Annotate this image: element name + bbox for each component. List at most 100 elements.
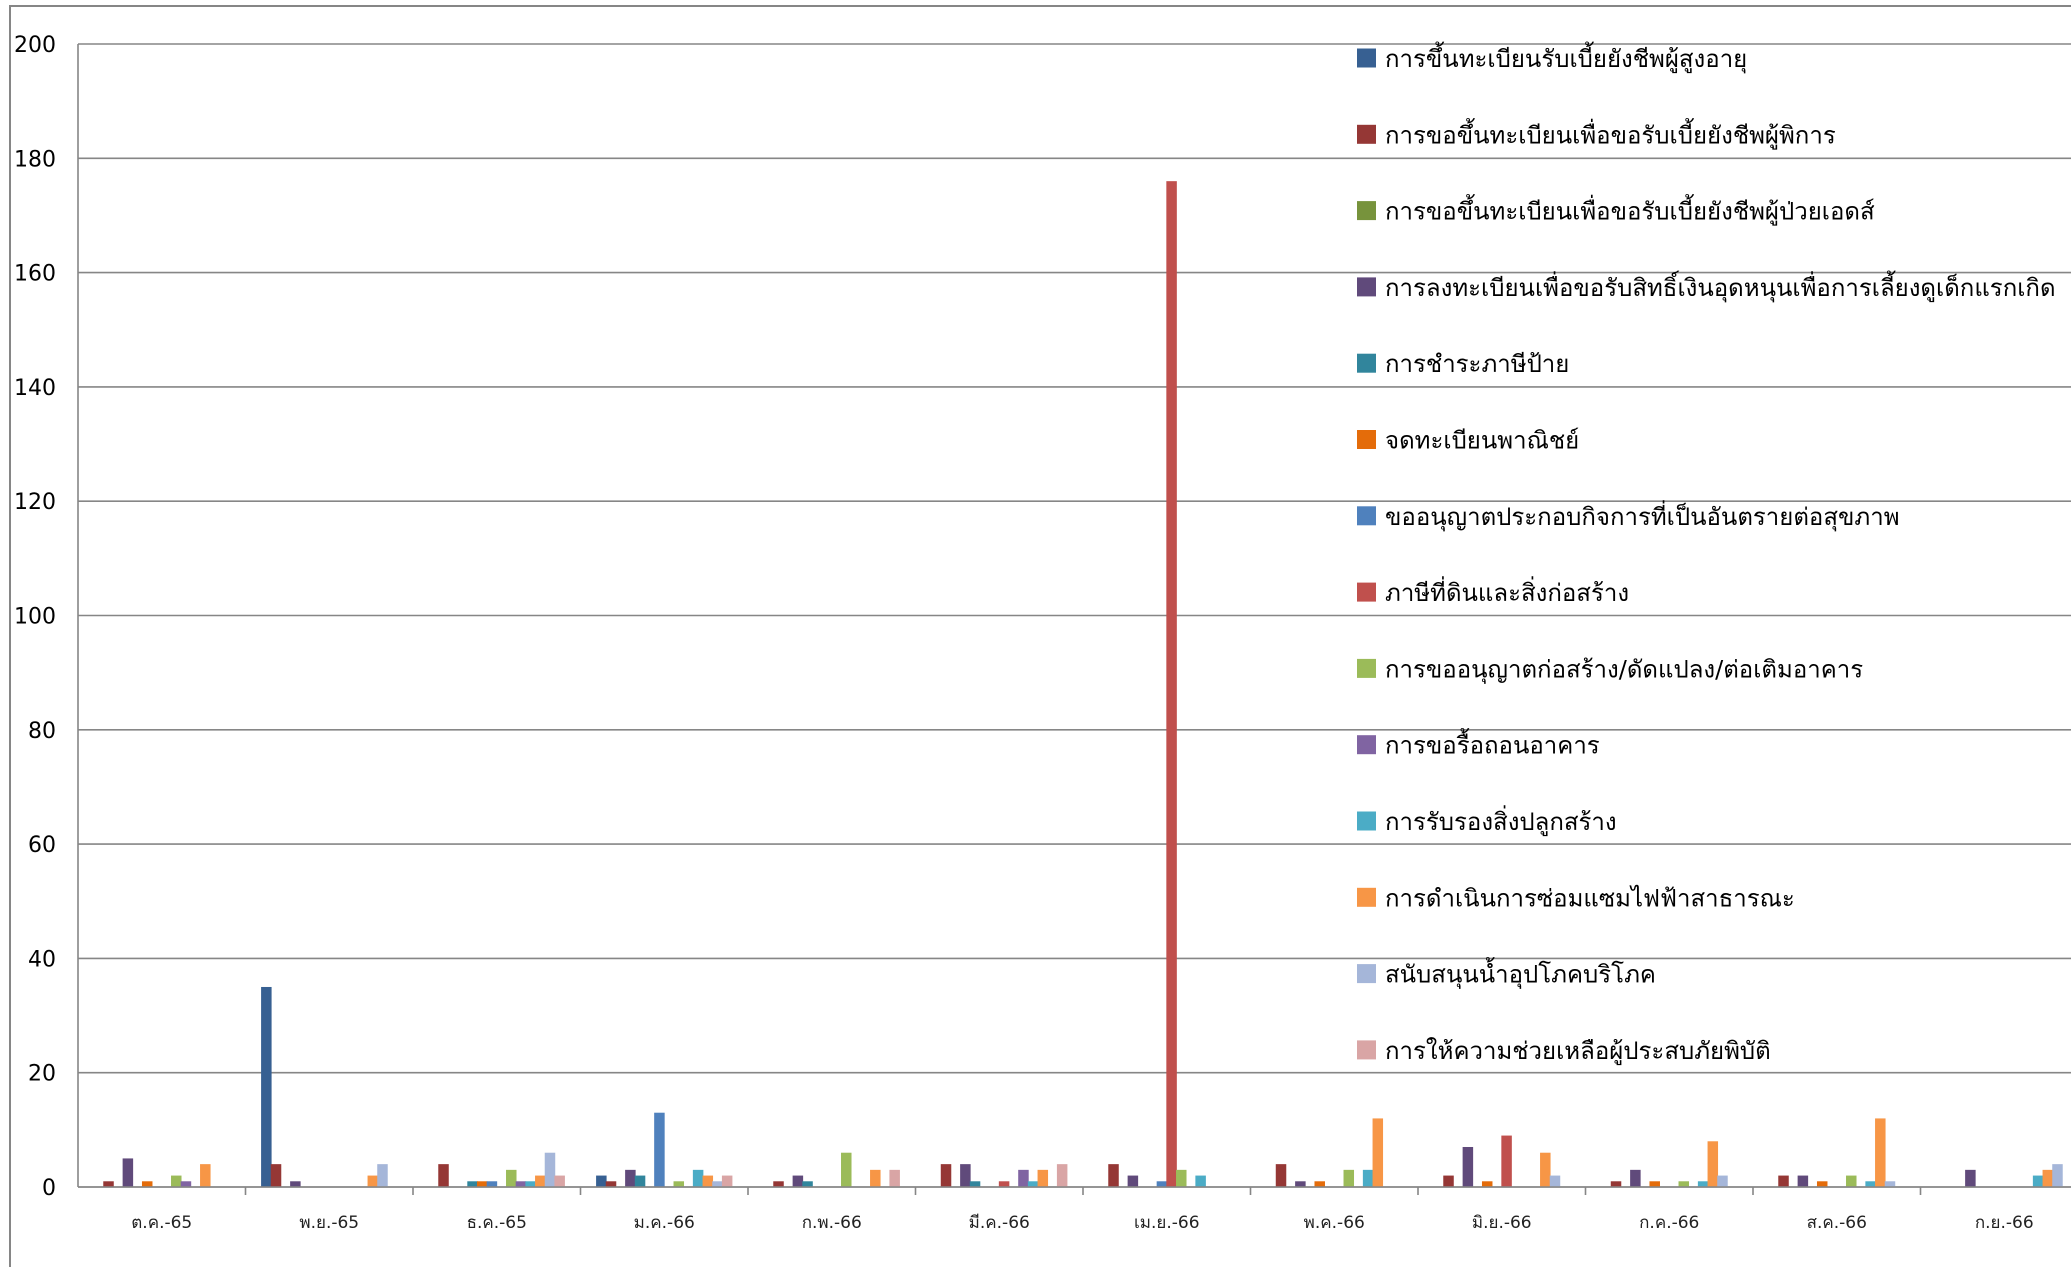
legend-label: การดำเนินการซ่อมแซมไฟฟ้าสาธารณะ — [1385, 884, 1795, 912]
x-tick-label: ม.ค.-66 — [634, 1213, 695, 1233]
y-tick-label: 80 — [28, 719, 56, 744]
bar — [200, 1164, 211, 1187]
bars — [103, 181, 2063, 1187]
bar — [1816, 1181, 1828, 1187]
bar — [712, 1181, 723, 1187]
bar — [2052, 1164, 2063, 1187]
bar — [1275, 1164, 1287, 1187]
bar — [596, 1175, 607, 1187]
legend-swatch — [1357, 353, 1376, 373]
bar — [141, 1181, 153, 1187]
legend-label: ขออนุญาตประกอบกิจการที่เป็นอันตรายต่อสุข… — [1385, 500, 1900, 532]
legend-label: การลงทะเบียนเพื่อขอรับสิทธิ์เงินอุดหนุนเ… — [1385, 270, 2056, 303]
bar — [180, 1181, 192, 1187]
bar — [634, 1175, 646, 1187]
y-tick-label: 40 — [28, 947, 56, 972]
legend-swatch — [1357, 964, 1376, 984]
bar — [802, 1181, 813, 1187]
bar — [673, 1181, 685, 1187]
bar — [702, 1175, 714, 1187]
bar — [998, 1181, 1010, 1187]
legend-label: ภาษีที่ดินและสิ่งก่อสร้าง — [1385, 576, 1629, 607]
bar — [270, 1164, 282, 1187]
legend-label: สนับสนุนน้ำอุปโภคบริโภค — [1385, 957, 1656, 990]
y-tick-label: 20 — [28, 1062, 56, 1087]
bar — [1717, 1175, 1728, 1187]
bar — [122, 1158, 134, 1187]
y-tick-label: 180 — [14, 147, 56, 172]
bar — [1056, 1164, 1068, 1187]
legend-swatch — [1357, 506, 1376, 526]
legend-swatch — [1357, 658, 1376, 678]
bar — [1649, 1181, 1660, 1187]
bar — [1027, 1181, 1039, 1187]
x-tick-label: มิ.ย.-66 — [1472, 1213, 1532, 1233]
bar — [1778, 1175, 1789, 1187]
bar — [535, 1175, 546, 1187]
legend-swatch — [1357, 582, 1376, 602]
bar — [1195, 1175, 1206, 1187]
bar — [721, 1175, 733, 1187]
bar — [525, 1181, 536, 1187]
y-tick-label: 140 — [14, 376, 56, 401]
x-tick-label: ก.ค.-66 — [1639, 1213, 1699, 1233]
bar — [1343, 1169, 1355, 1187]
legend-swatch — [1357, 124, 1376, 144]
bar — [625, 1169, 636, 1187]
bar — [1697, 1181, 1709, 1187]
bar — [261, 986, 272, 1187]
legend-label: การชำระภาษีป้าย — [1385, 350, 1569, 378]
bar — [2032, 1175, 2044, 1187]
bar — [1965, 1169, 1976, 1187]
chart-border — [9, 5, 2071, 1267]
legend-swatch — [1357, 277, 1376, 297]
x-tick-label: พ.ค.-66 — [1304, 1213, 1365, 1233]
bar — [377, 1164, 388, 1187]
bar — [1481, 1181, 1493, 1187]
x-tick-label: ธ.ค.-65 — [467, 1213, 527, 1233]
legend-swatch — [1357, 811, 1376, 831]
bar — [1362, 1169, 1374, 1187]
legend-swatch — [1357, 1040, 1376, 1060]
x-tick-label: ก.ย.-66 — [1975, 1213, 2034, 1233]
bar — [544, 1152, 556, 1187]
bar — [367, 1175, 379, 1187]
bar — [467, 1181, 478, 1187]
x-tick-label: พ.ย.-65 — [299, 1213, 359, 1233]
bar — [1865, 1181, 1876, 1187]
bar — [1295, 1181, 1306, 1187]
bar — [773, 1181, 784, 1187]
x-tick-label: เม.ย.-66 — [1134, 1213, 1200, 1233]
y-axis-ticks: 0 20 40 60 80 100 120 140 160 180 200 — [14, 33, 56, 1201]
bar — [940, 1164, 952, 1187]
bar — [103, 1181, 114, 1187]
bar — [290, 1181, 301, 1187]
x-axis-ticks: ต.ค.-65 พ.ย.-65 ธ.ค.-65 ม.ค.-66 ก.พ.-66 มี.ค.… — [131, 1213, 2033, 1233]
legend-label: การให้ความช่วยเหลือผู้ประสบภัยพิบัติ — [1385, 1037, 1771, 1066]
bar — [960, 1164, 971, 1187]
bar — [870, 1169, 881, 1187]
bar — [889, 1169, 900, 1187]
legend-swatch — [1357, 201, 1376, 221]
bar — [506, 1169, 517, 1187]
bar — [1462, 1146, 1474, 1187]
bar — [1610, 1181, 1622, 1187]
gridlines — [78, 43, 2071, 1188]
bar — [171, 1175, 182, 1187]
bar — [1707, 1141, 1719, 1187]
bar — [969, 1181, 981, 1187]
bar — [1540, 1152, 1551, 1187]
x-tick-label: ก.พ.-66 — [802, 1213, 862, 1233]
bar — [554, 1175, 565, 1187]
bar — [1156, 1181, 1168, 1187]
legend: การขึ้นทะเบียนรับเบี้ยยังชีพผู้สูงอายุกา… — [1357, 41, 2056, 1066]
bar — [1108, 1164, 1119, 1187]
bar — [792, 1175, 804, 1187]
y-tick-label: 100 — [14, 605, 56, 630]
axes — [77, 44, 2071, 1195]
bar — [1037, 1169, 1049, 1187]
bar — [1797, 1175, 1809, 1187]
bar — [1127, 1175, 1139, 1187]
y-tick-label: 160 — [14, 262, 56, 287]
